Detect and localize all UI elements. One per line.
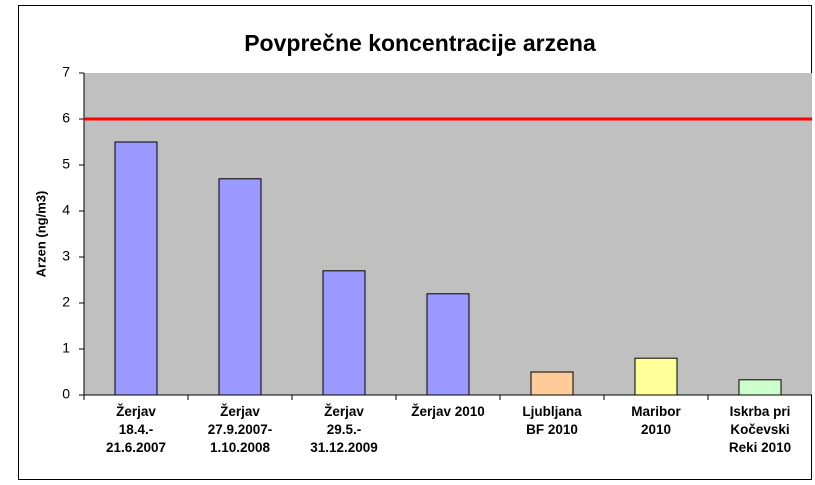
bar [738, 379, 782, 396]
bar [426, 293, 470, 396]
y-tick-label: 4 [62, 202, 70, 218]
x-tick-label: Žerjav 29.5.-31.12.2009 [310, 404, 378, 455]
y-tick-label: 0 [62, 386, 70, 402]
y-tick-label: 2 [62, 294, 70, 310]
bar [322, 270, 366, 396]
x-tick-label: Žerjav 2010 [411, 404, 485, 419]
y-tick-label: 3 [62, 248, 70, 264]
bar [114, 141, 158, 396]
bar [218, 178, 262, 396]
x-tick-label: Žerjav 27.9.2007-1.10.2008 [208, 404, 273, 455]
x-tick-label: Iskrba pri Kočevski Reki 2010 [729, 404, 791, 455]
bar [634, 357, 678, 396]
y-axis-label: Arzen (ng/m3) [33, 191, 48, 278]
chart-title: Povprečne koncentracije arzena [244, 30, 596, 56]
y-tick-label: 1 [62, 340, 70, 356]
y-tick-label: 5 [62, 156, 70, 172]
x-tick-label: Žerjav 18.4.-21.6.2007 [106, 404, 166, 455]
x-tick-label: Maribor 2010 [631, 404, 681, 437]
bar [530, 371, 574, 396]
y-tick-label: 7 [62, 64, 70, 80]
x-tick-label: Ljubljana BF 2010 [522, 404, 582, 437]
y-tick-label: 6 [62, 110, 70, 126]
